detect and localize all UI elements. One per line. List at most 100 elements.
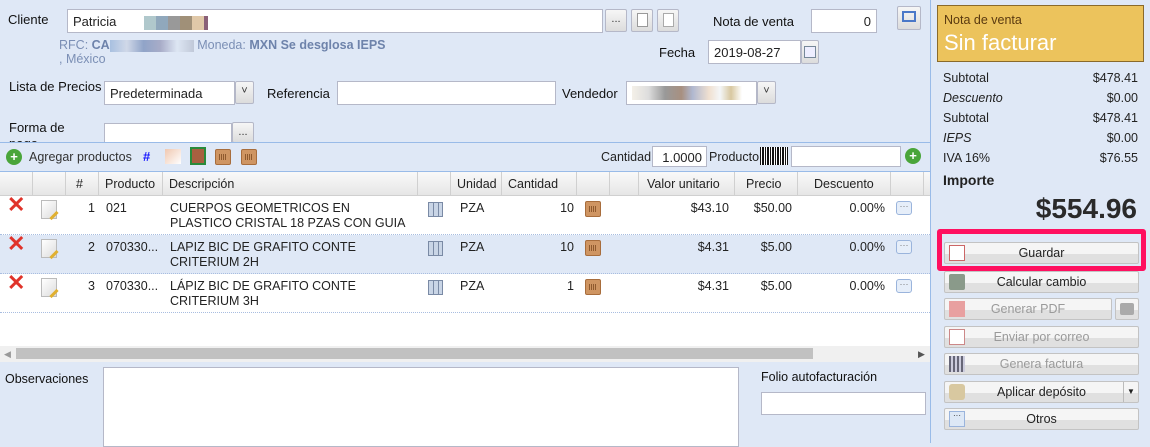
cliente-label: Cliente [8,12,49,27]
excel-icon[interactable] [190,147,206,165]
generar-pdf-button[interactable]: Generar PDF [944,298,1112,320]
chevron-down-icon[interactable]: ˅ [235,81,254,104]
cliente-input[interactable]: Patricia [67,9,603,33]
col-delete [0,172,33,196]
producto-input[interactable] [791,146,901,167]
guardar-highlight [937,229,1146,271]
row-precio: $5.00 [760,240,792,254]
printer-icon [1120,303,1134,315]
new-cliente-icon[interactable] [631,9,653,32]
observaciones-textarea[interactable] [103,367,739,447]
vendedor-select[interactable] [626,81,757,105]
more-button[interactable]: ··· [896,279,912,293]
scroll-left-arrow[interactable]: ◀ [4,349,11,359]
calendar-icon[interactable] [801,40,819,64]
enviar-correo-button[interactable]: Enviar por correo [944,326,1139,348]
forma-search-button[interactable]: ... [232,122,254,143]
col-blank [610,172,639,196]
maximize-icon[interactable] [897,6,921,30]
redacted-block [109,39,194,52]
edit-cliente-icon[interactable] [657,9,679,32]
delete-icon[interactable]: ✕ [7,270,26,295]
importe-value: $554.96 [1035,193,1137,224]
total-value: $478.41 [1092,111,1138,125]
guardar-button[interactable]: Guardar [944,242,1139,264]
lista-label: Lista de Precios [9,79,102,94]
aplicar-deposito-button[interactable]: Aplicar depósito ▼ [944,381,1139,403]
row-valor: $4.31 [697,240,729,254]
genera-factura-button[interactable]: Genera factura [944,353,1139,375]
delete-icon[interactable]: ✕ [7,192,26,217]
print-button[interactable] [1115,298,1139,320]
cliente-search-button[interactable]: ... [605,9,627,32]
vendedor-label: Vendedor [562,86,618,101]
col-cantidad[interactable]: Cantidad [502,172,577,196]
delete-icon[interactable]: ✕ [7,231,26,256]
row-descuento: 0.00% [849,240,885,254]
box-icon[interactable] [215,149,231,165]
rfc-info: RFC: CA Moneda: MXN Se desglosa IEPS [59,38,386,52]
lista-select[interactable]: Predeterminada [104,81,235,105]
qr-icon [949,356,965,372]
scrollbar-thumb[interactable] [16,348,813,359]
box-icon[interactable] [585,240,601,256]
producto-label: Producto [709,150,760,164]
edit-icon[interactable] [41,239,57,258]
dropdown-arrow-icon[interactable]: ▼ [1123,382,1138,402]
scroll-right-arrow[interactable]: ▶ [918,349,925,359]
total-value: $0.00 [1106,131,1138,145]
box-icon[interactable] [585,279,601,295]
row-cantidad: 10 [560,240,574,254]
box-icon[interactable] [585,201,601,217]
table-row[interactable]: ✕ 2 070330... LAPIZ BIC DE GRAFITO CONTE… [0,231,930,274]
forma-input[interactable] [104,123,232,143]
calcular-cambio-button[interactable]: Calcular cambio [944,271,1139,293]
otros-button[interactable]: ··· Otros [944,408,1139,430]
hash-button[interactable]: # [143,149,151,164]
row-descripcion: LÁPIZ BIC DE GRAFITO CONTE CRITERIUM 3H [170,279,356,308]
table-row[interactable]: ✕ 1 021 CUERPOS GEOMETRICOS EN PLASTICO … [0,192,930,235]
col-valor[interactable]: Valor unitario [639,172,735,196]
status-big: Sin facturar [944,30,1057,55]
row-num: 2 [88,240,95,254]
add-product-icon[interactable]: + [905,148,921,164]
more-button[interactable]: ··· [896,240,912,254]
horizontal-scrollbar[interactable]: ◀ ▶ [0,346,930,362]
col-unidad[interactable]: Unidad [451,172,502,196]
cantidad-input[interactable]: 1.0000 [652,146,707,167]
nota-input[interactable]: 0 [811,9,877,33]
col-producto[interactable]: Producto [99,172,163,196]
more-button[interactable]: ··· [896,201,912,215]
col-descripcion[interactable]: Descripción [163,172,418,196]
edit-icon[interactable] [41,200,57,219]
add-products-button[interactable]: Agregar productos [29,150,132,164]
add-icon[interactable]: + [6,149,22,165]
barcode-icon[interactable] [760,147,788,165]
rfc-label: RFC: [59,38,89,52]
row-unidad: PZA [460,201,485,215]
chevron-down-icon[interactable]: ˅ [757,81,776,104]
status-small: Nota de venta [944,13,1022,27]
total-value: $76.55 [1099,151,1138,165]
fecha-label: Fecha [659,45,696,60]
referencia-label: Referencia [267,86,330,101]
grid-icon[interactable] [428,280,443,295]
importe-label: Importe [943,172,995,188]
folio-input[interactable] [761,392,926,415]
total-row: Subtotal $478.41 [943,71,1138,85]
rfc-value: CA [91,38,110,52]
fecha-input[interactable]: 2019-08-27 [708,40,801,64]
copy-icon[interactable] [165,149,181,164]
col-descuento[interactable]: Descuento [798,172,891,196]
edit-icon[interactable] [41,278,57,297]
mail-icon [949,329,965,345]
grid-icon[interactable] [428,202,443,217]
table-row[interactable]: ✕ 3 070330... LÁPIZ BIC DE GRAFITO CONTE… [0,270,930,313]
box-icon[interactable] [241,149,257,165]
referencia-input[interactable] [337,81,556,105]
folio-label: Folio autofacturación [761,370,878,384]
grid-icon[interactable] [428,241,443,256]
col-num[interactable]: # [66,172,99,196]
calculator-icon [949,274,965,290]
col-precio[interactable]: Precio [735,172,798,196]
